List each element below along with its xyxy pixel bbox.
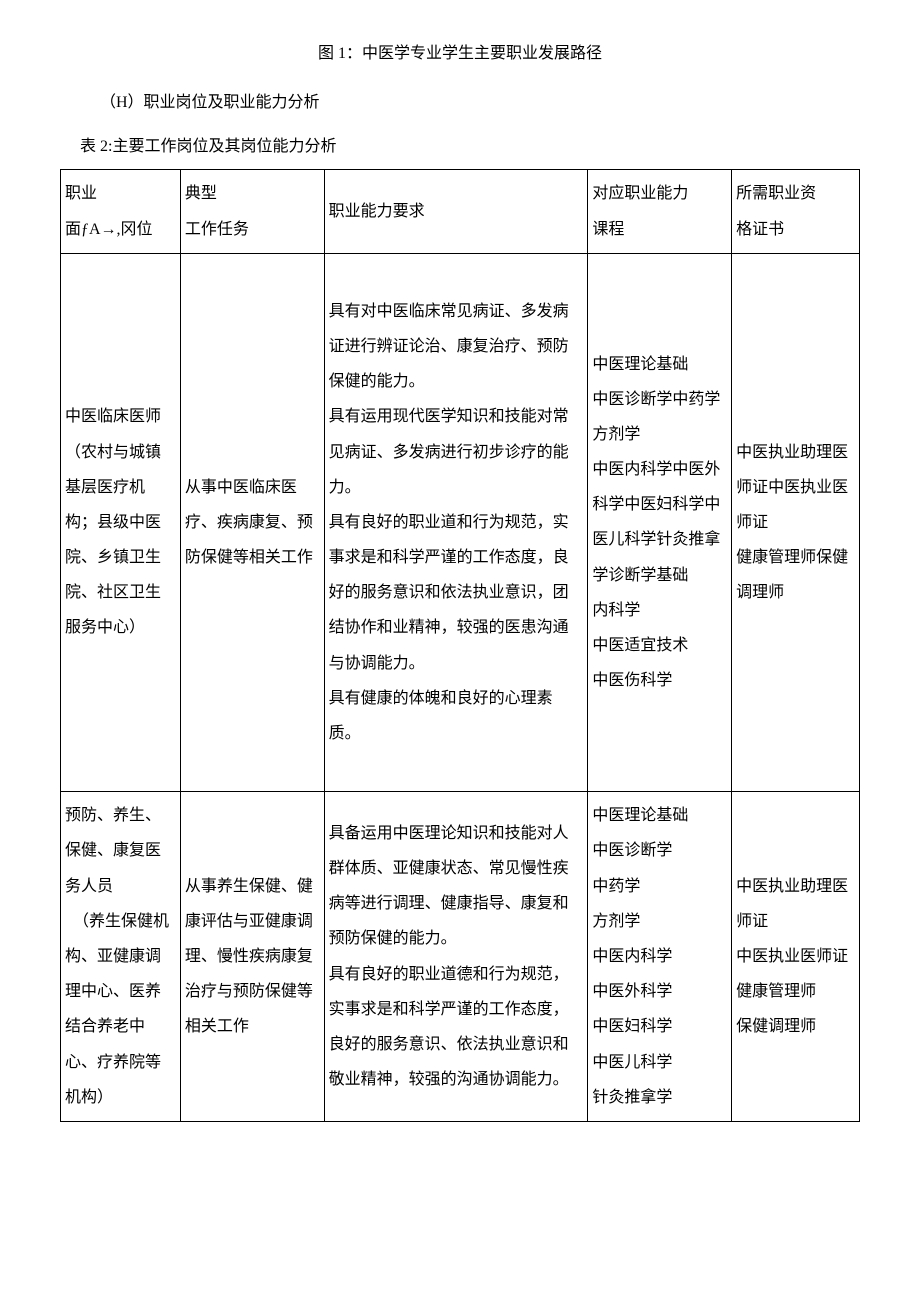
cell-r1-c4: 中医理论基础中医诊断学中药学方剂学中医内科学中医外科学中医妇科学中医儿科学针灸推… (588, 253, 732, 791)
table-row: 中医临床医师（农村与城镇基层医疗机构；县级中医院、乡镇卫生院、社区卫生服务中心）… (61, 253, 860, 791)
header-col3: 职业能力要求 (324, 170, 588, 253)
job-analysis-table: 职业 面ƒA→,冈位 典型 工作任务 职业能力要求 对应职业能力 课程 所需职业… (60, 169, 860, 1122)
table-header-row: 职业 面ƒA→,冈位 典型 工作任务 职业能力要求 对应职业能力 课程 所需职业… (61, 170, 860, 253)
cell-r1-c5: 中医执业助理医师证中医执业医师证健康管理师保健调理师 (732, 253, 860, 791)
cell-r2-c3: 具备运用中医理论知识和技能对人群体质、亚健康状态、常见慢性疾病等进行调理、健康指… (324, 792, 588, 1122)
section-heading: （H）职业岗位及职业能力分析 (60, 89, 860, 118)
header-col4-line1: 对应职业能力 (592, 185, 688, 202)
header-col2-line2: 工作任务 (185, 221, 249, 238)
header-col5-line2: 格证书 (736, 221, 784, 238)
table-row: 预防、养生、保健、康复医务人员 （养生保健机构、亚健康调理中心、医养结合养老中心… (61, 792, 860, 1122)
cell-r1-c3: 具有对中医临床常见病证、多发病证进行辨证论治、康复治疗、预防保健的能力。具有运用… (324, 253, 588, 791)
cell-r2-c1: 预防、养生、保健、康复医务人员 （养生保健机构、亚健康调理中心、医养结合养老中心… (61, 792, 181, 1122)
header-col2: 典型 工作任务 (180, 170, 324, 253)
header-col1: 职业 面ƒA→,冈位 (61, 170, 181, 253)
header-col5-line1: 所需职业资 (736, 185, 816, 202)
header-col1-line1: 职业 (65, 185, 97, 202)
cell-r2-c4: 中医理论基础中医诊断学中药学方剂学中医内科学中医外科学中医妇科学中医儿科学针灸推… (588, 792, 732, 1122)
figure-caption: 图 1：中医学专业学生主要职业发展路径 (60, 40, 860, 69)
cell-r1-c1: 中医临床医师（农村与城镇基层医疗机构；县级中医院、乡镇卫生院、社区卫生服务中心） (61, 253, 181, 791)
header-col4: 对应职业能力 课程 (588, 170, 732, 253)
cell-r1-c2: 从事中医临床医疗、疾病康复、预防保健等相关工作 (180, 253, 324, 791)
header-col4-line2: 课程 (592, 221, 624, 238)
cell-r2-c5: 中医执业助理医师证中医执业医师证健康管理师保健调理师 (732, 792, 860, 1122)
header-col1-line2: 面ƒA→,冈位 (65, 221, 153, 238)
cell-r2-c2: 从事养生保健、健康评估与亚健康调理、慢性疾病康复治疗与预防保健等相关工作 (180, 792, 324, 1122)
table-caption: 表 2:主要工作岗位及其岗位能力分析 (60, 133, 860, 162)
header-col2-line1: 典型 (185, 185, 217, 202)
header-col5: 所需职业资 格证书 (732, 170, 860, 253)
